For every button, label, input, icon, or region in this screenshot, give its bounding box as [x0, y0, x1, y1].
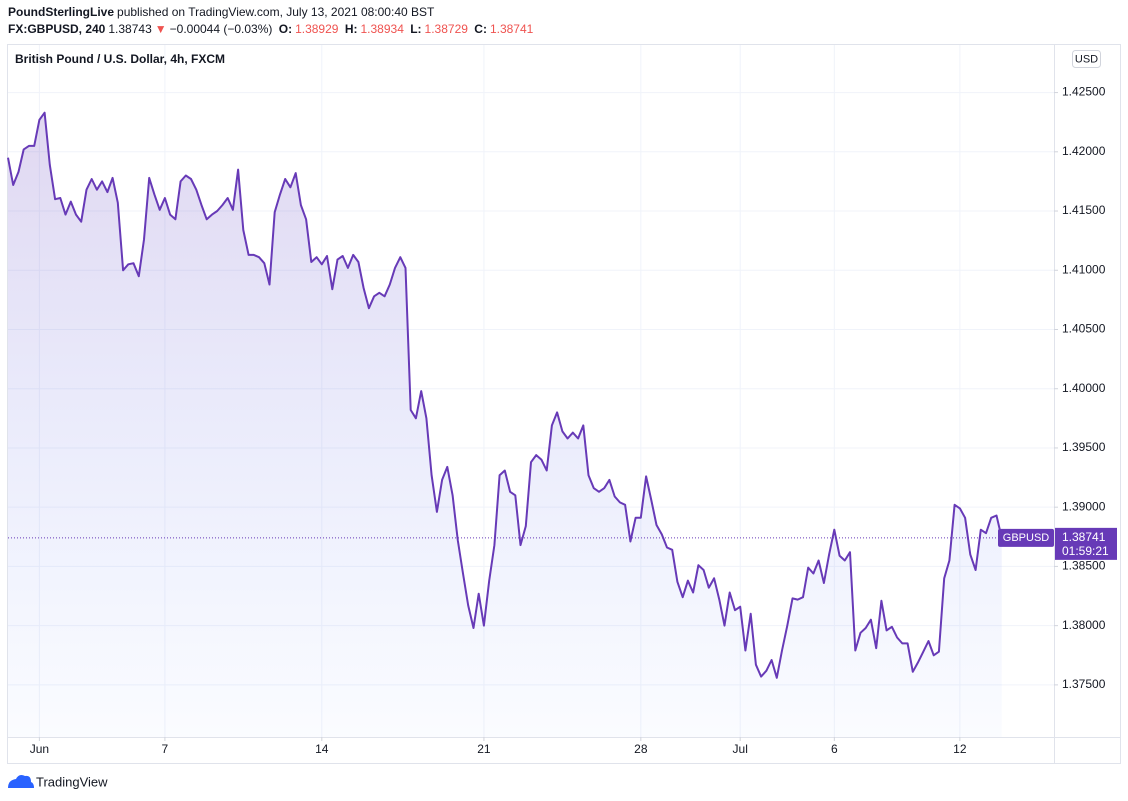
- close-label: C:: [474, 22, 487, 36]
- y-tick-label: 1.40500: [1062, 322, 1106, 336]
- x-tick-label: 7: [162, 742, 169, 756]
- x-tick-label: 12: [953, 742, 967, 756]
- last: 1.38743: [108, 22, 152, 36]
- arrow: ▼: [154, 22, 167, 36]
- low: 1.38729: [424, 22, 468, 36]
- publish-line: PoundSterlingLive published on TradingVie…: [8, 5, 437, 19]
- x-tick-label: Jun: [30, 742, 49, 756]
- last-label: GBPUSD: [1003, 532, 1050, 544]
- currency-box: [1072, 50, 1101, 68]
- area: [8, 112, 1002, 737]
- close: 1.38741: [489, 22, 534, 36]
- logo-icon: [8, 775, 34, 788]
- logo: [8, 775, 34, 788]
- x-tick-label: 14: [315, 742, 329, 756]
- symbol: FX:GBPUSD, 240: [8, 22, 106, 36]
- frame: [7, 44, 1121, 764]
- change: −0.00044 (−0.03%): [169, 22, 273, 36]
- published: published on TradingView.com, July 13, 2…: [117, 5, 435, 19]
- low-label: L:: [410, 22, 422, 36]
- y-tick-label: 1.42000: [1062, 144, 1106, 158]
- y-tick-label: 1.38500: [1062, 559, 1106, 573]
- x-tick-label: 6: [831, 742, 838, 756]
- last-label-box: [998, 528, 1054, 547]
- high: 1.38934: [360, 22, 404, 36]
- x-tick-label: 21: [477, 742, 491, 756]
- y-tick-label: 1.41000: [1062, 262, 1106, 276]
- y-tick-label: 1.39500: [1062, 440, 1106, 454]
- x-tick-label: 28: [634, 742, 648, 756]
- brand: TradingView: [36, 774, 108, 789]
- y-tick-label: 1.38000: [1062, 618, 1106, 632]
- open-label: O:: [278, 22, 293, 36]
- price-line: [7, 111, 1003, 679]
- high-label: H:: [344, 22, 358, 36]
- currency: USD: [1075, 53, 1098, 65]
- y-tick-label: 1.37500: [1062, 677, 1106, 691]
- x-tick-label: Jul: [733, 742, 748, 756]
- y-tick-label: 1.40000: [1062, 381, 1106, 395]
- y-tick-label: 1.41500: [1062, 203, 1106, 217]
- y-tick-label: 1.39000: [1062, 499, 1106, 513]
- last-price-box: [1055, 527, 1117, 560]
- countdown: 01:59:21: [1062, 544, 1109, 558]
- publisher: PoundSterlingLive: [8, 5, 115, 19]
- last-price: 1.38741: [1062, 530, 1106, 544]
- y-tick-label: 1.42500: [1062, 85, 1106, 99]
- open: 1.38929: [295, 22, 339, 36]
- quote-line: FX:GBPUSD, 240 1.38743 ▼ −0.00044 (−0.03%) …: [8, 22, 536, 36]
- chart-title: British Pound / U.S. Dollar, 4h, FXCM: [15, 52, 225, 66]
